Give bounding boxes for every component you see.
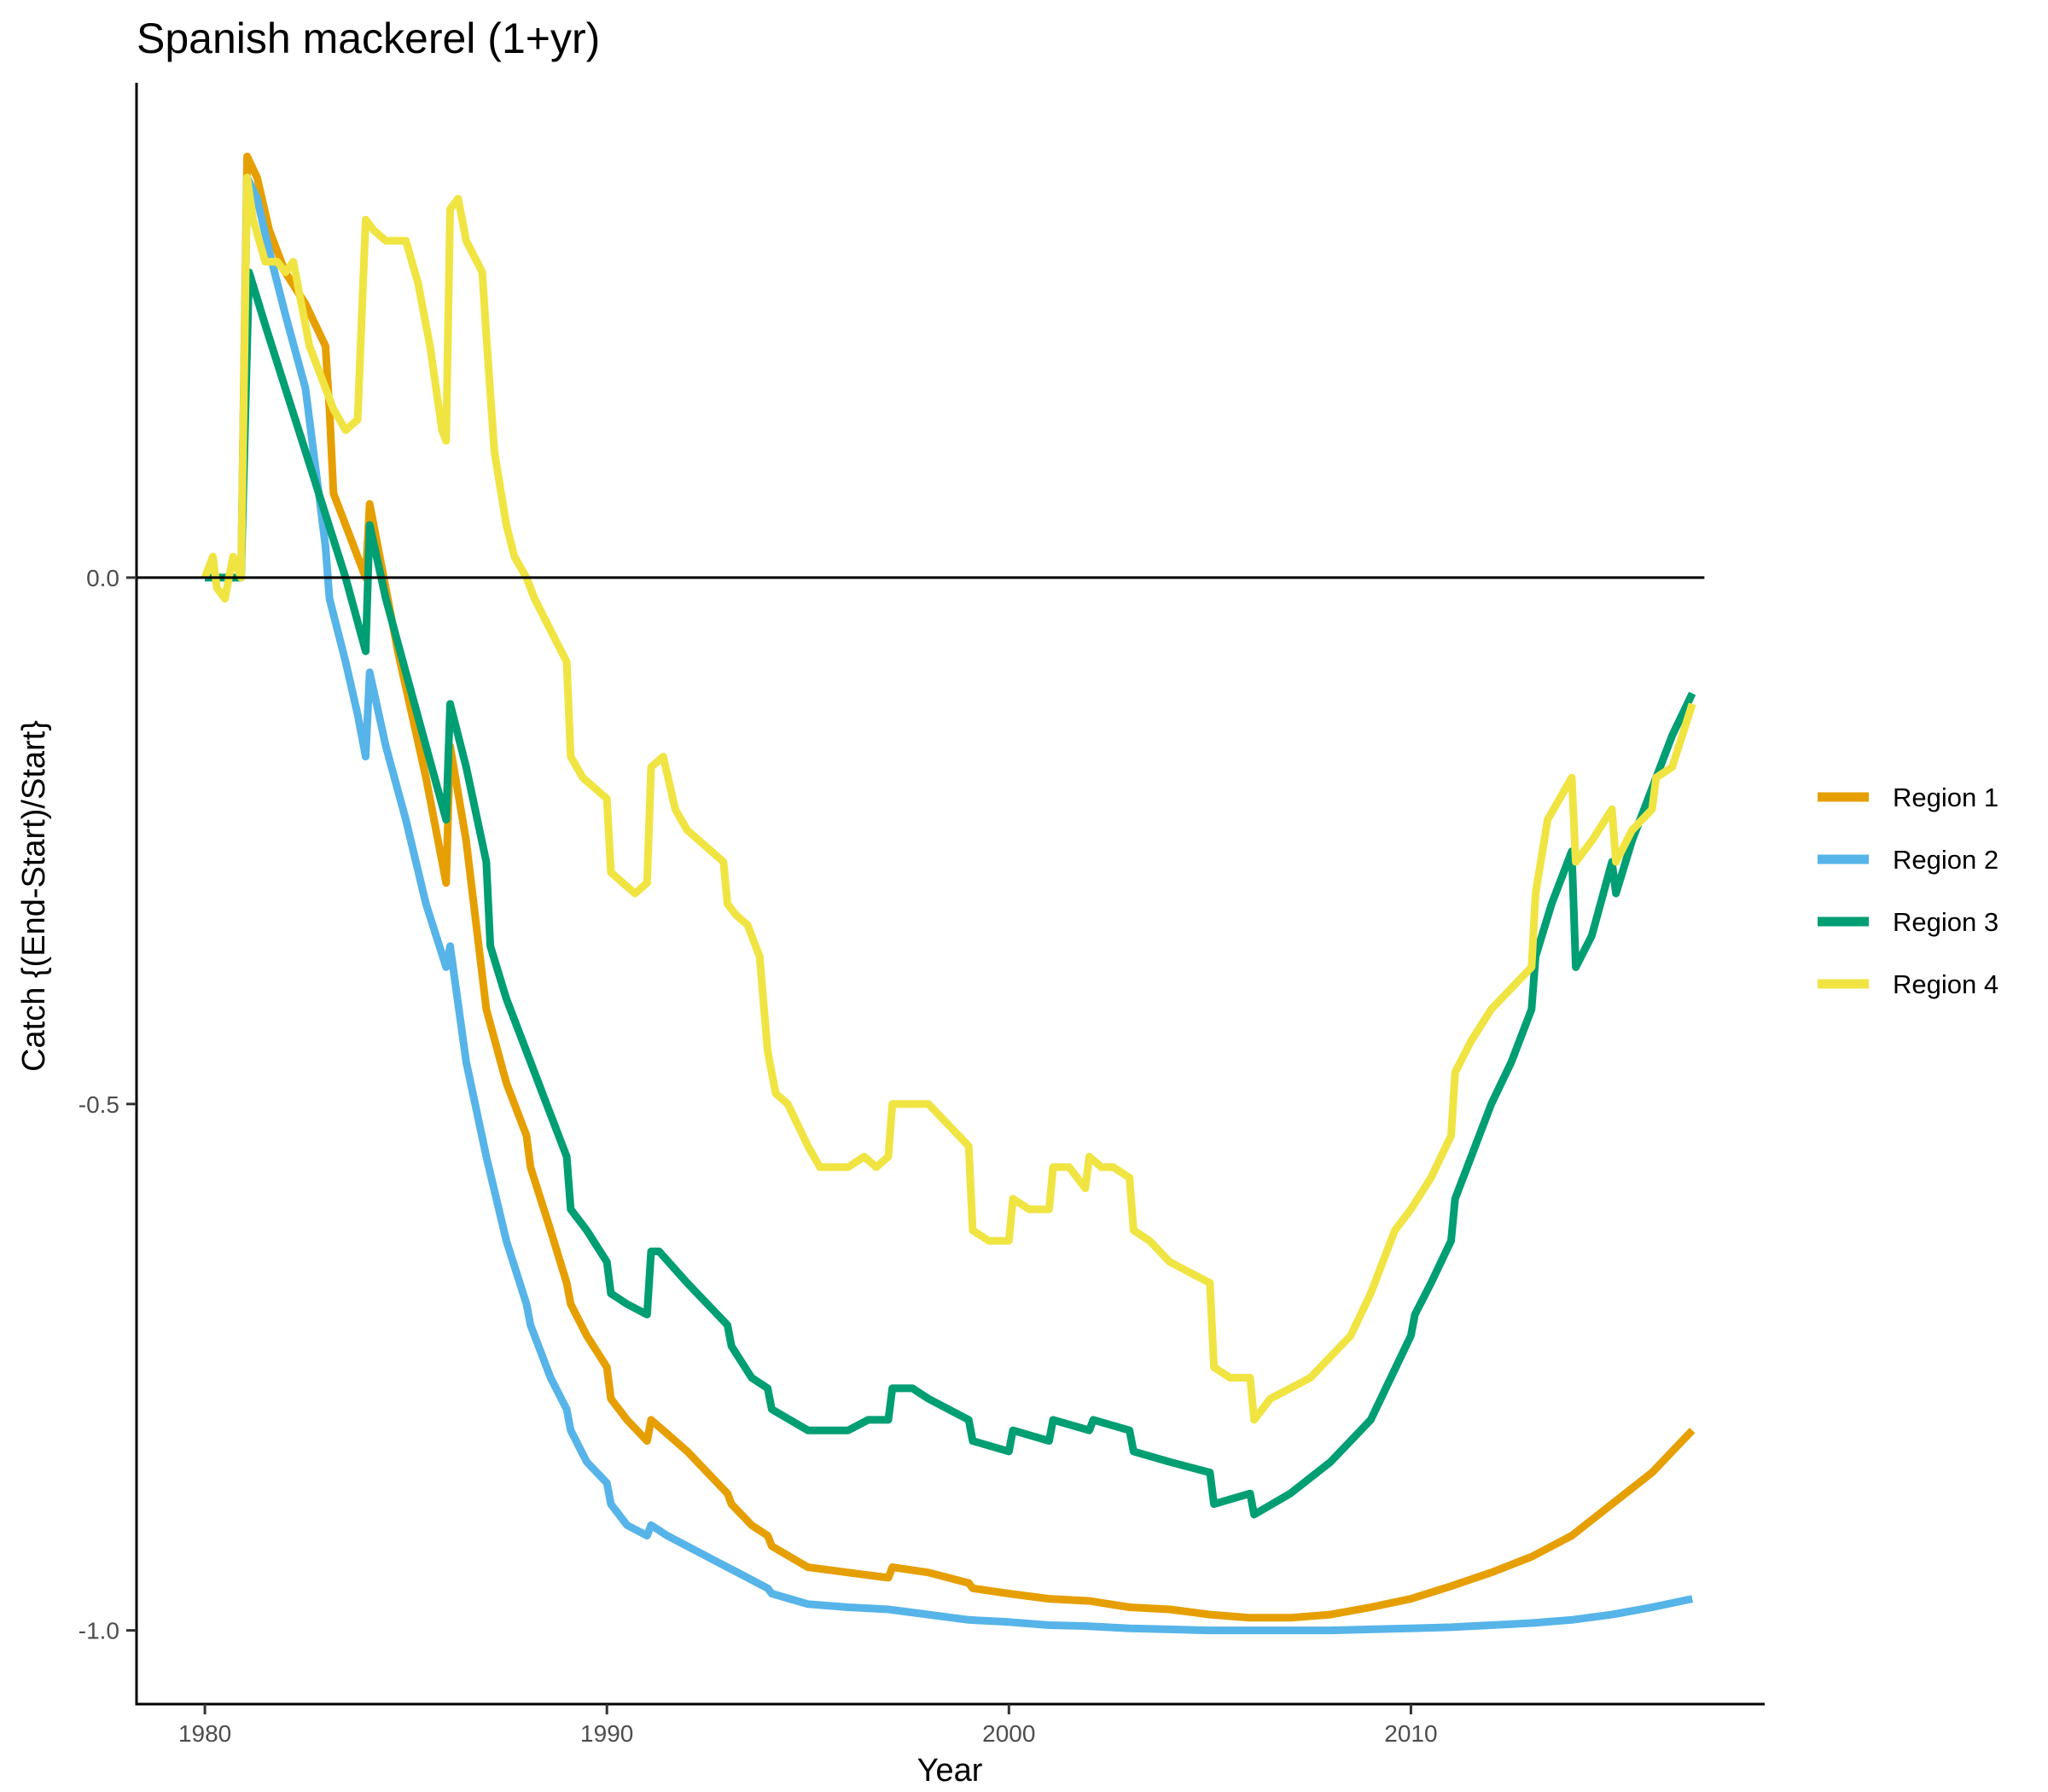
y-tick-label: -1.0 xyxy=(79,1618,119,1644)
series-layer xyxy=(201,152,1696,1635)
legend-label-region-4: Region 4 xyxy=(1893,969,1999,999)
legend: Region 1 Region 2 Region 3 Region 4 xyxy=(1818,783,1999,999)
series-line-region-2 xyxy=(205,173,1694,1635)
series-line-region-4 xyxy=(201,173,1696,1424)
x-axis-label: Year xyxy=(917,1753,983,1789)
y-tick-label: -0.5 xyxy=(79,1091,119,1118)
y-tick-label: 0.0 xyxy=(86,565,119,591)
x-tick-label: 2000 xyxy=(982,1720,1035,1747)
chart-title: Spanish mackerel (1+yr) xyxy=(137,15,600,62)
legend-label-region-3: Region 3 xyxy=(1893,907,1999,937)
series-line-region-3 xyxy=(205,268,1696,1519)
x-tick-label: 2010 xyxy=(1384,1720,1437,1747)
x-tick-label: 1990 xyxy=(580,1720,633,1747)
legend-label-region-1: Region 1 xyxy=(1893,783,1999,812)
y-axis-ticks: 0.0 -0.5 -1.0 xyxy=(79,565,137,1644)
y-axis-label: Catch {(End-Start)/Start} xyxy=(16,720,52,1072)
legend-label-region-2: Region 2 xyxy=(1893,845,1999,875)
series-line-region-1 xyxy=(205,152,1696,1622)
x-axis-ticks: 1980 1990 2000 2010 xyxy=(178,1704,1438,1747)
x-tick-label: 1980 xyxy=(178,1720,231,1747)
